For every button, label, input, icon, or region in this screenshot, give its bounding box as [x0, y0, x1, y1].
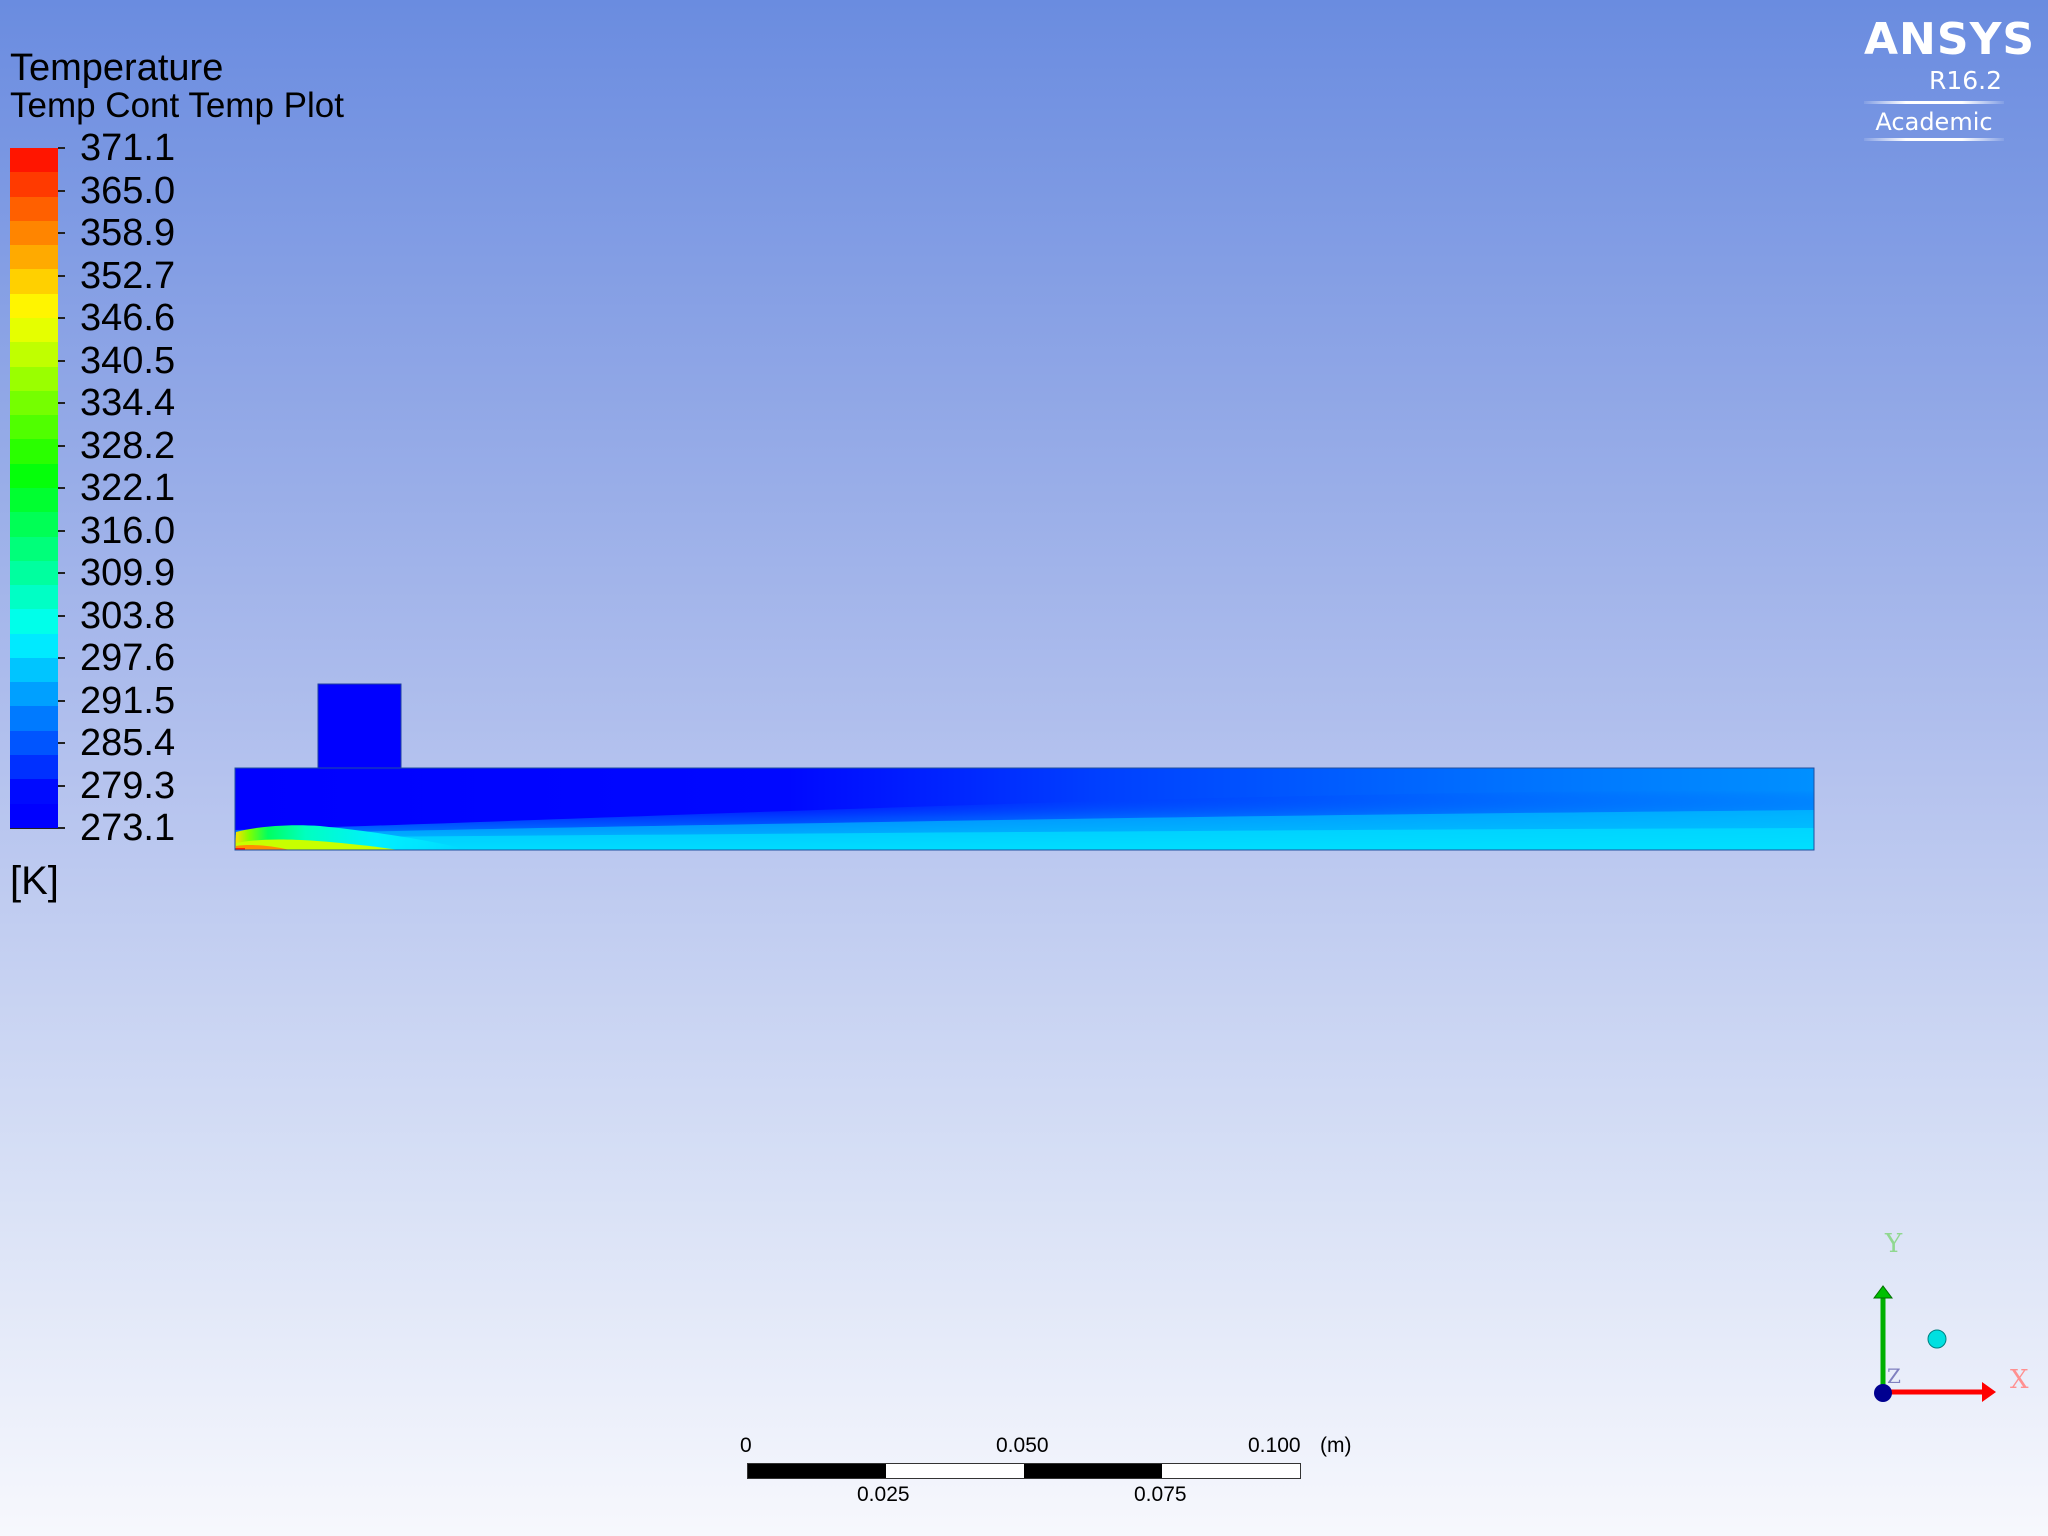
legend-tick [58, 529, 65, 532]
legend-unit: [K] [10, 859, 59, 903]
legend-band [10, 633, 58, 658]
legend-tick [58, 784, 65, 787]
legend-label: 297.6 [80, 637, 176, 679]
legend-label: 340.5 [80, 339, 176, 382]
legend-band [10, 463, 58, 488]
legend-label: 279.3 [80, 764, 176, 807]
legend-band [10, 779, 58, 804]
logo-divider [1864, 101, 2004, 104]
legend-band [10, 803, 58, 828]
legend-label: 328.2 [80, 424, 176, 467]
scale-segment-dark-2 [1024, 1464, 1162, 1478]
triad-x-label: X [2010, 1365, 2029, 1395]
legend-band [10, 415, 58, 440]
legend-band [10, 585, 58, 610]
legend-tick [58, 402, 65, 404]
main-channel [234, 767, 1815, 851]
legend-band [10, 730, 58, 756]
legend-band [10, 657, 58, 683]
legend-label: 303.8 [80, 594, 176, 637]
legend-tick [58, 232, 65, 234]
legend-band [10, 609, 58, 634]
legend-label: 352.7 [80, 254, 176, 297]
legend-label: 273.1 [80, 807, 176, 849]
rotation-center-icon[interactable] [1927, 1329, 1947, 1349]
legend-tick [58, 147, 65, 149]
legend-band [10, 439, 58, 464]
legend-tick [58, 487, 65, 489]
legend-label: 285.4 [80, 722, 176, 764]
legend-band [10, 390, 58, 416]
legend-band [10, 512, 58, 537]
logo-edition: Academic [1875, 108, 1993, 136]
triad-origin-z-axis [1874, 1384, 1892, 1402]
legend-band [10, 220, 58, 246]
plot-name: Temp Cont Temp Plot [10, 86, 344, 125]
legend-band [10, 682, 58, 707]
triad-z-label: Z [1887, 1364, 1901, 1388]
ansys-logo: ANSYS R16.2 Academic [1864, 12, 2036, 142]
legend-band [10, 245, 58, 270]
legend-label: 365.0 [80, 169, 176, 212]
scale-unit: (m) [1320, 1434, 1352, 1457]
legend-band [10, 487, 58, 513]
legend-band [10, 148, 58, 173]
legend-label: 346.6 [80, 297, 176, 339]
legend-label: 291.5 [80, 679, 176, 722]
plot-variable-title: Temperature [10, 47, 224, 89]
legend-band [10, 317, 58, 343]
legend-label: 371.1 [80, 127, 176, 169]
legend-tick [58, 657, 65, 659]
legend-tick [58, 572, 65, 574]
legend-band [10, 366, 58, 391]
legend-label: 316.0 [80, 509, 176, 552]
legend-tick [58, 614, 65, 617]
x-arrow-icon [1982, 1382, 1996, 1402]
scale-bar [747, 1463, 1301, 1479]
inlet-stub [317, 683, 402, 771]
legend-tick [58, 317, 65, 319]
scale-label-0075: 0.075 [1134, 1483, 1187, 1506]
legend-band [10, 755, 58, 780]
legend-label: 334.4 [80, 382, 176, 424]
legend-tick [58, 189, 65, 192]
legend-tick [58, 742, 65, 744]
logo-brand: ANSYS [1864, 14, 2036, 65]
legend-tick [58, 444, 65, 447]
legend-tick [58, 359, 65, 362]
scale-label-0100: 0.100 [1248, 1434, 1301, 1457]
legend-band [10, 706, 58, 731]
scale-label-0025: 0.025 [857, 1483, 910, 1506]
legend-tick [58, 827, 65, 829]
legend-tick [58, 699, 65, 702]
legend-band [10, 536, 58, 561]
logo-version: R16.2 [1928, 66, 2002, 95]
legend-color-bar [10, 148, 58, 829]
legend-label: 309.9 [80, 552, 176, 594]
scale-label-0050: 0.050 [996, 1434, 1049, 1457]
legend-band [10, 342, 58, 367]
triad-y-label: Y [1884, 1230, 1903, 1259]
legend-label: 322.1 [80, 467, 176, 509]
legend-tick [58, 274, 65, 277]
legend-band [10, 293, 58, 318]
axis-triad[interactable]: Y X Z [1840, 1230, 2040, 1410]
legend-band [10, 560, 58, 586]
legend-band [10, 172, 58, 197]
legend-band [10, 269, 58, 294]
logo-divider-bottom [1864, 138, 2004, 141]
scale-label-0: 0 [740, 1434, 752, 1457]
scale-segment-dark-1 [748, 1464, 886, 1478]
legend-label: 358.9 [80, 212, 176, 254]
y-arrow-icon [1873, 1285, 1893, 1299]
legend-band [10, 196, 58, 221]
